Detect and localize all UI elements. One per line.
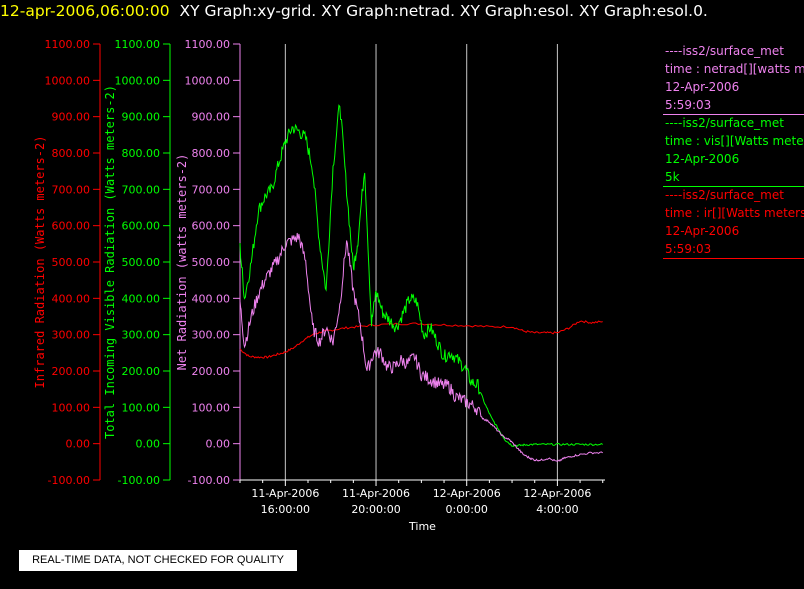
y-tick-label-3-3: 200.00 xyxy=(192,365,231,378)
legend-series: time : netrad[][watts meters-2] xyxy=(665,62,804,76)
y-tick-label-2-10: 900.00 xyxy=(122,111,161,124)
y-tick-label-1-8: 700.00 xyxy=(52,183,91,196)
x-tick-date-3: 12-Apr-2006 xyxy=(523,487,591,500)
x-tick-time-0: 16:00:00 xyxy=(261,503,310,516)
y-tick-label-1-2: 100.00 xyxy=(52,401,91,414)
y-tick-label-1-6: 500.00 xyxy=(52,256,91,269)
x-tick-date-2: 12-Apr-2006 xyxy=(433,487,501,500)
legend-extra: 5:59:03 xyxy=(665,98,712,112)
header-titles: XY Graph:xy-grid. XY Graph:netrad. XY Gr… xyxy=(179,2,708,20)
y-tick-label-2-3: 200.00 xyxy=(122,365,161,378)
y-tick-label-3-5: 400.00 xyxy=(192,292,231,305)
y-tick-label-3-4: 300.00 xyxy=(192,329,231,342)
y-tick-label-1-3: 200.00 xyxy=(52,365,91,378)
legend-source: ----iss2/surface_met xyxy=(665,44,784,58)
y-tick-label-1-10: 900.00 xyxy=(52,111,91,124)
y-tick-label-1-1: 0.00 xyxy=(66,438,91,451)
legend-source: ----iss2/surface_met xyxy=(665,116,784,130)
y-tick-label-2-4: 300.00 xyxy=(122,329,161,342)
y-tick-label-1-11: 1000.00 xyxy=(45,74,91,87)
y-tick-label-2-1: 0.00 xyxy=(136,438,161,451)
y-tick-label-3-8: 700.00 xyxy=(192,183,231,196)
legend-date: 12-Apr-2006 xyxy=(665,80,740,94)
series-line-vis xyxy=(239,104,603,448)
legend-date: 12-Apr-2006 xyxy=(665,224,740,238)
legend-extra: 5k xyxy=(665,170,680,184)
x-tick-time-2: 0:00:00 xyxy=(446,503,488,516)
x-tick-date-1: 11-Apr-2006 xyxy=(342,487,410,500)
y-tick-label-1-9: 800.00 xyxy=(52,147,91,160)
y-tick-label-2-5: 400.00 xyxy=(122,292,161,305)
y-tick-label-3-6: 500.00 xyxy=(192,256,231,269)
x-tick-time-3: 4:00:00 xyxy=(536,503,578,516)
y-tick-label-3-11: 1000.00 xyxy=(185,74,231,87)
header-timestamp: 12-apr-2006,06:00:00 xyxy=(0,2,170,20)
legend-source: ----iss2/surface_met xyxy=(665,188,784,202)
y-tick-label-2-9: 800.00 xyxy=(122,147,161,160)
legend-series: time : ir[][Watts meters-2] xyxy=(665,206,804,220)
y-tick-label-3-10: 900.00 xyxy=(192,111,231,124)
x-tick-time-1: 20:00:00 xyxy=(351,503,400,516)
y-tick-label-2-8: 700.00 xyxy=(122,183,161,196)
y-tick-label-2-7: 600.00 xyxy=(122,220,161,233)
y-axis-label-2: Total Incoming Visible Radiation (Watts … xyxy=(103,85,117,439)
series-line-ir xyxy=(239,320,603,359)
y-tick-label-3-0: -100.00 xyxy=(188,474,230,487)
x-axis-label: Time xyxy=(408,520,436,533)
header: 12-apr-2006,06:00:00 XY Graph:xy-grid. X… xyxy=(0,2,708,20)
y-tick-label-3-9: 800.00 xyxy=(192,147,231,160)
y-tick-label-2-11: 1000.00 xyxy=(115,74,161,87)
y-tick-label-3-2: 100.00 xyxy=(192,401,231,414)
y-tick-label-2-6: 500.00 xyxy=(122,256,161,269)
y-tick-label-2-12: 1100.00 xyxy=(115,38,161,51)
y-tick-label-3-12: 1100.00 xyxy=(185,38,231,51)
y-tick-label-2-0: -100.00 xyxy=(118,474,160,487)
x-tick-date-0: 11-Apr-2006 xyxy=(251,487,319,500)
legend-series: time : vis[][Watts meters-2] xyxy=(665,134,804,148)
y-tick-label-1-7: 600.00 xyxy=(52,220,91,233)
series-line-netrad xyxy=(239,232,603,462)
y-axis-label-1: Infrared Radiation (Watts meters-2) xyxy=(33,136,47,389)
quality-notice: REAL-TIME DATA, NOT CHECKED FOR QUALITY xyxy=(19,550,297,571)
y-tick-label-1-0: -100.00 xyxy=(48,474,90,487)
legend-extra: 5:59:03 xyxy=(665,242,712,256)
y-tick-label-3-1: 0.00 xyxy=(206,438,231,451)
y-axis-label-3: Net Radiation (watts meters-2) xyxy=(175,154,189,371)
legend-date: 12-Apr-2006 xyxy=(665,152,740,166)
y-tick-label-1-4: 300.00 xyxy=(52,329,91,342)
y-tick-label-1-12: 1100.00 xyxy=(45,38,91,51)
y-tick-label-3-7: 600.00 xyxy=(192,220,231,233)
y-tick-label-2-2: 100.00 xyxy=(122,401,161,414)
y-tick-label-1-5: 400.00 xyxy=(52,292,91,305)
